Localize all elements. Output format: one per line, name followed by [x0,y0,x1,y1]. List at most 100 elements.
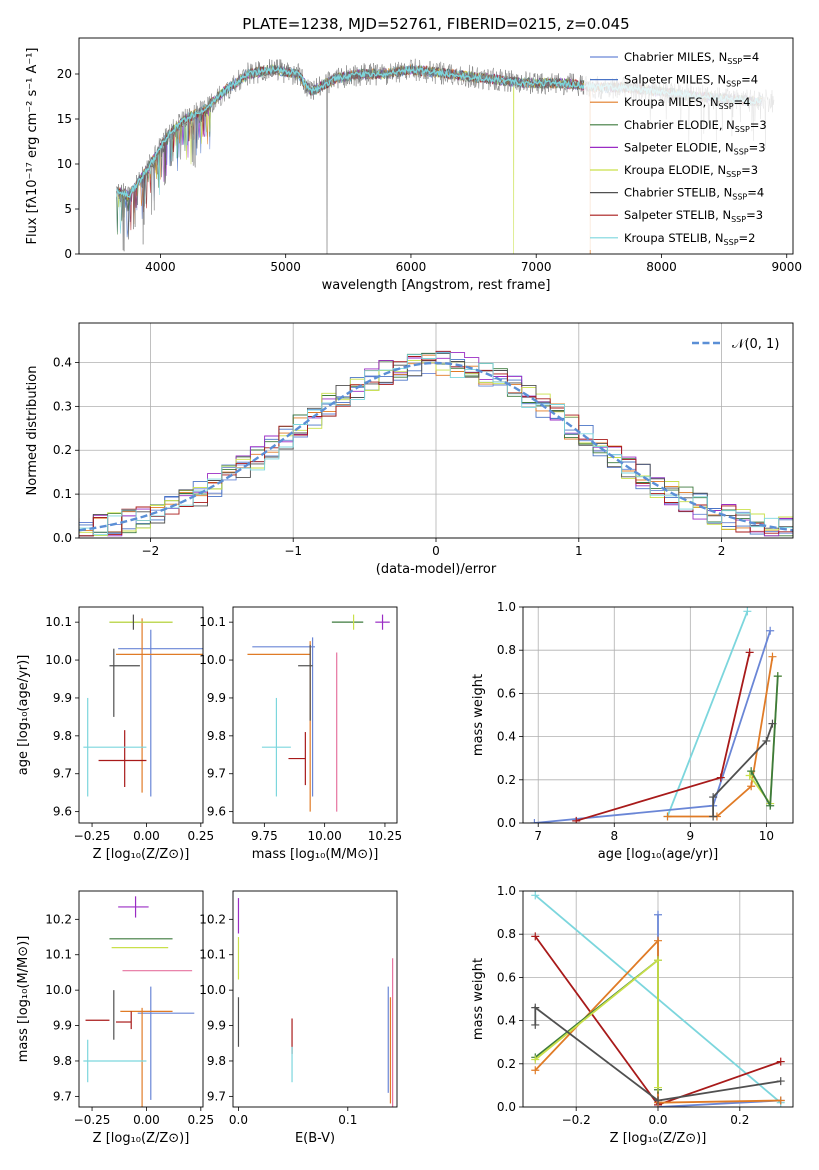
y-tick-label: 9.8 [53,1054,72,1068]
weight-lines [530,607,782,823]
y-tick-label: 10.1 [45,948,72,962]
ebv-mass-panel: 0.0 0.1 9.7 9.8 9.9 10.0 10.1 10.2 E(B-V) [199,890,398,1146]
y-tick-label: 0.6 [497,970,516,984]
legend-entry: Salpeter MILES, NSSP=4 [624,73,758,89]
figure-title: PLATE=1238, MJD=52761, FIBERID=0215, z=0… [242,15,629,33]
weight-series [534,958,659,1090]
massweight-age-panel: 7 8 9 10 0.0 0.2 0.4 0.6 0.8 1.0 age [log₁₀(age/yr… [471,600,794,862]
y-axis-label: Normed distribution [25,366,40,496]
weight-marker [762,736,771,745]
x-axis-label: E(B-V) [295,1131,335,1146]
weight-marker [531,1003,540,1012]
x-tick-label: 0.00 [133,1113,160,1127]
x-tick-label: 8 [610,829,618,843]
y-tick-label: 0.1 [53,487,72,501]
weight-lines [531,891,785,1107]
x-tick-label: 10.25 [368,829,402,843]
weight-marker [654,1096,662,1105]
y-tick-label: 10.1 [199,615,226,629]
errorbar-point [261,697,291,797]
axes-frame [232,606,398,824]
errorbar-point [83,1039,147,1083]
y-tick-label: 9.6 [53,805,72,819]
y-tick-label: 0.0 [497,1100,516,1114]
weight-marker [747,782,756,791]
y-axis-label: Flux [fλ10⁻¹⁷ erg cm⁻² s⁻¹ A⁻¹] [25,48,40,245]
x-tick-label: 0.25 [187,829,214,843]
weight-marker [776,1077,785,1086]
weight-marker [530,819,539,823]
errorbar-point [98,730,147,787]
x-tick-label: 10 [759,829,774,843]
y-tick-label: 10 [57,157,72,171]
y-tick-label: 0.0 [497,816,516,830]
z-age-panel: −0.25 0.00 0.25 9.6 9.7 9.8 9.9 10.0 10.1 Z [log₁… [16,606,214,862]
weight-marker [572,816,581,823]
y-tick-label: 0.4 [53,355,72,369]
x-tick-label: 6000 [396,260,427,274]
gaussian-curve [79,361,793,532]
y-tick-label: 10.0 [45,653,72,667]
legend-entry: 𝒩(0, 1) [732,337,779,352]
errorbars [83,896,195,1107]
y-tick-label: 10.2 [45,912,72,926]
weight-series [667,656,774,818]
weight-series [657,914,781,1107]
y-tick-label: 1.0 [497,884,516,898]
weight-marker [743,607,752,616]
y-tick-label: 0.2 [497,773,516,787]
weight-series [534,1005,781,1102]
legend-entry: Chabrier ELODIE, NSSP=3 [624,118,767,134]
errorbars [247,614,390,812]
x-tick-label: 7 [534,829,542,843]
histograms [79,350,793,537]
weight-marker [716,773,725,782]
y-tick-label: 15 [57,112,72,126]
y-tick-label: 0.3 [53,399,72,413]
y-tick-label: 20 [57,67,72,81]
x-axis-label: wavelength [Angstrom, rest frame] [322,278,551,293]
legend-box [584,42,789,250]
weight-marker [766,801,775,810]
y-tick-label: 9.7 [53,767,72,781]
spectrum-panel: 4000 5000 6000 7000 8000 9000 0 5 10 15 20 waveleng… [25,37,802,293]
weight-marker [745,771,754,780]
legend-entry: Chabrier STELIB, NSSP=4 [624,186,764,202]
weight-marker [776,1057,785,1066]
errorbar-point [115,1011,132,1030]
x-tick-label: −0.2 [562,1113,591,1127]
weight-marker [663,812,672,821]
y-tick-label: 10.0 [199,983,226,997]
weight-marker [709,812,718,821]
x-tick-label: 7000 [521,260,552,274]
histogram-series [79,352,793,536]
x-axis-label: Z [log₁₀(Z/Z⊙)] [93,1131,190,1146]
spectrum-legend: Chabrier MILES, NSSP=4 Salpeter MILES, NS… [584,42,789,250]
y-tick-label: 9.8 [53,729,72,743]
y-tick-label: 0.2 [497,1057,516,1071]
histogram-series [79,353,793,537]
weight-marker [654,1083,662,1092]
x-tick-label: −2 [142,544,160,558]
x-tick-label: 0.00 [133,829,160,843]
y-tick-label: 10.0 [45,983,72,997]
legend-entry: Salpeter ELODIE, NSSP=3 [624,140,766,156]
x-tick-label: 4000 [145,260,176,274]
y-tick-label: 5 [64,202,72,216]
x-tick-label: 10.00 [307,829,341,843]
axes-frame [522,890,794,1108]
y-tick-label: 9.9 [53,1019,72,1033]
mass-age-panel: 9.75 10.00 10.25 9.6 9.7 9.8 9.9 10.0 10.1 mass [… [199,606,402,862]
y-axis-label: age [log₁₀(age/yr)] [16,655,31,776]
y-tick-label: 10.1 [199,948,226,962]
y-tick-label: 0.4 [497,730,516,744]
x-tick-label: 1 [575,544,583,558]
x-tick-label: 0 [432,544,440,558]
x-tick-label: 0.0 [648,1113,667,1127]
y-tick-label: 0 [64,247,72,261]
y-tick-label: 9.8 [207,1054,226,1068]
errorbar-point [375,614,390,630]
y-tick-label: 9.7 [207,767,226,781]
y-axis-label: mass [log₁₀(M/M⊙)] [16,936,31,1063]
